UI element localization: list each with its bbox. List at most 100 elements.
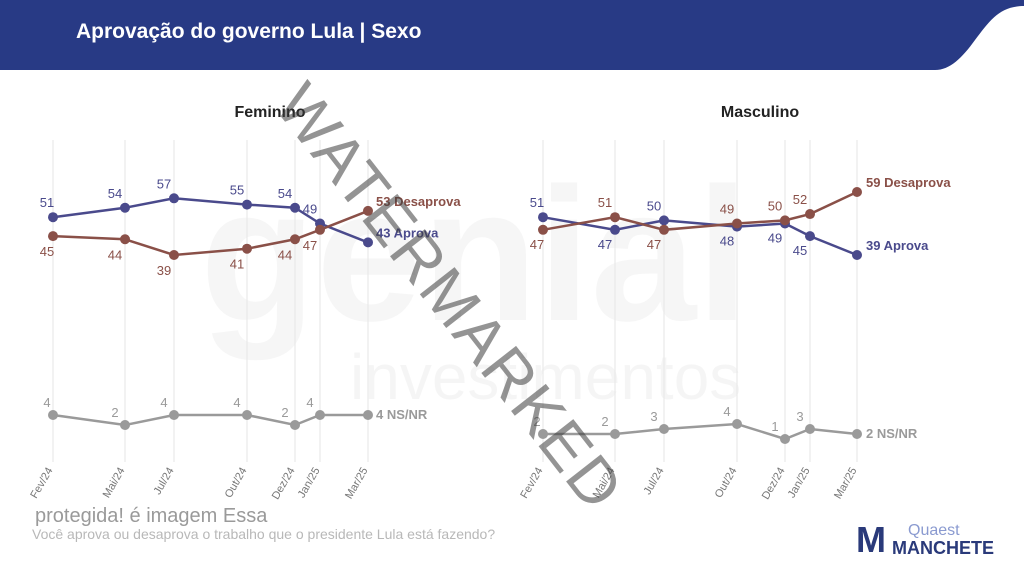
data-point xyxy=(852,250,862,260)
data-label: 54 xyxy=(108,186,122,201)
data-label: 47 xyxy=(530,237,544,252)
data-label: 51 xyxy=(40,195,54,210)
data-label: 45 xyxy=(40,244,54,259)
x-tick-label: Out/24 xyxy=(713,466,740,501)
data-label: 4 xyxy=(43,395,50,410)
data-point xyxy=(852,187,862,197)
data-point xyxy=(363,205,373,216)
data-point xyxy=(659,215,669,226)
data-point xyxy=(363,237,373,248)
chart-title: Feminino xyxy=(234,104,305,121)
x-tick-label: Jul/24 xyxy=(642,466,667,497)
page-title: Aprovação do governo Lula | Sexo xyxy=(76,20,422,43)
data-point xyxy=(315,410,325,420)
data-label: 47 xyxy=(647,237,661,252)
data-label: 50 xyxy=(647,198,661,213)
series-end-label: 39 Aprova xyxy=(866,238,929,253)
data-label: 47 xyxy=(598,237,612,252)
data-label: 49 xyxy=(768,231,782,246)
data-point xyxy=(538,224,548,235)
header-shape xyxy=(0,0,1024,70)
data-point xyxy=(852,429,862,439)
data-point xyxy=(805,424,815,434)
data-label: 49 xyxy=(720,202,734,217)
series-end-label: 53 Desaprova xyxy=(376,194,461,209)
logo-mark: M xyxy=(856,519,886,560)
background-sub-watermark: investimentos xyxy=(350,340,741,414)
chart-title: Masculino xyxy=(721,104,799,121)
protection-note: protegida! é imagem Essa xyxy=(35,505,268,527)
data-label: 51 xyxy=(530,195,544,210)
data-point xyxy=(659,424,669,434)
data-point xyxy=(48,212,58,223)
x-tick-label: Mar/25 xyxy=(343,466,371,502)
data-point xyxy=(538,212,548,223)
data-label: 44 xyxy=(108,247,122,262)
data-point xyxy=(315,224,325,235)
data-label: 2 xyxy=(111,405,118,420)
data-label: 4 xyxy=(306,395,313,410)
data-point xyxy=(169,410,179,420)
data-point xyxy=(48,231,58,242)
data-point xyxy=(290,234,300,245)
data-point xyxy=(120,420,130,430)
data-point xyxy=(290,202,300,213)
x-tick-label: Fev/24 xyxy=(28,466,55,501)
series-end-label: 4 NS/NR xyxy=(376,407,428,422)
data-label: 55 xyxy=(230,183,244,198)
data-point xyxy=(805,209,815,220)
data-point xyxy=(610,224,620,235)
data-label: 51 xyxy=(598,195,612,210)
x-tick-label: Out/24 xyxy=(223,466,250,501)
data-point xyxy=(169,250,179,260)
data-label: 2 xyxy=(533,414,540,429)
data-label: 41 xyxy=(230,257,244,272)
data-label: 45 xyxy=(793,243,807,258)
data-label: 57 xyxy=(157,176,171,191)
data-point xyxy=(169,193,179,204)
data-label: 54 xyxy=(278,186,292,201)
data-label: 4 xyxy=(160,395,167,410)
logo-manchete-text: MANCHETE xyxy=(892,538,994,558)
data-label: 2 xyxy=(601,414,608,429)
data-point xyxy=(732,218,742,229)
data-point xyxy=(242,199,252,210)
data-point xyxy=(48,410,58,420)
data-point xyxy=(659,224,669,235)
x-tick-label: Jan/25 xyxy=(786,466,813,501)
chart-panel-feminino: Feminino Fev/24 Mai/24 Jul/24 Out/24 Dez/24Ja… xyxy=(28,104,461,502)
series-end-label: 2 NS/NR xyxy=(866,426,918,441)
data-label: 44 xyxy=(278,247,292,262)
logo-quaest-text: Quaest xyxy=(908,522,960,539)
series-end-label: 43 Aprova xyxy=(376,225,439,240)
data-label: 49 xyxy=(303,202,317,217)
data-label: 3 xyxy=(796,409,803,424)
data-point xyxy=(242,243,252,254)
data-point xyxy=(610,212,620,223)
x-tick-label: Jul/24 xyxy=(152,466,177,497)
data-point xyxy=(120,202,130,213)
data-point xyxy=(780,215,790,226)
data-point xyxy=(538,429,548,439)
data-point xyxy=(120,234,130,245)
header-banner xyxy=(0,0,1024,70)
data-label: 52 xyxy=(793,192,807,207)
x-tick-label: Dez/24 xyxy=(270,466,298,502)
x-tick-label: Dez/24 xyxy=(760,466,788,502)
data-point xyxy=(732,419,742,429)
data-label: 39 xyxy=(157,263,171,278)
data-label: 4 xyxy=(723,404,730,419)
data-point xyxy=(780,434,790,444)
x-tick-label: Jan/25 xyxy=(296,466,323,501)
x-tick-label: Mar/25 xyxy=(832,466,860,502)
series-end-label: 59 Desaprova xyxy=(866,175,951,190)
data-point xyxy=(805,231,815,242)
data-label: 4 xyxy=(233,395,240,410)
x-tick-label: Mai/24 xyxy=(101,466,128,501)
data-label: 1 xyxy=(771,419,778,434)
data-label: 50 xyxy=(768,198,782,213)
quaest-manchete-logo: M Quaest MANCHETE xyxy=(856,520,1016,560)
data-label: 2 xyxy=(281,405,288,420)
data-point xyxy=(363,410,373,420)
